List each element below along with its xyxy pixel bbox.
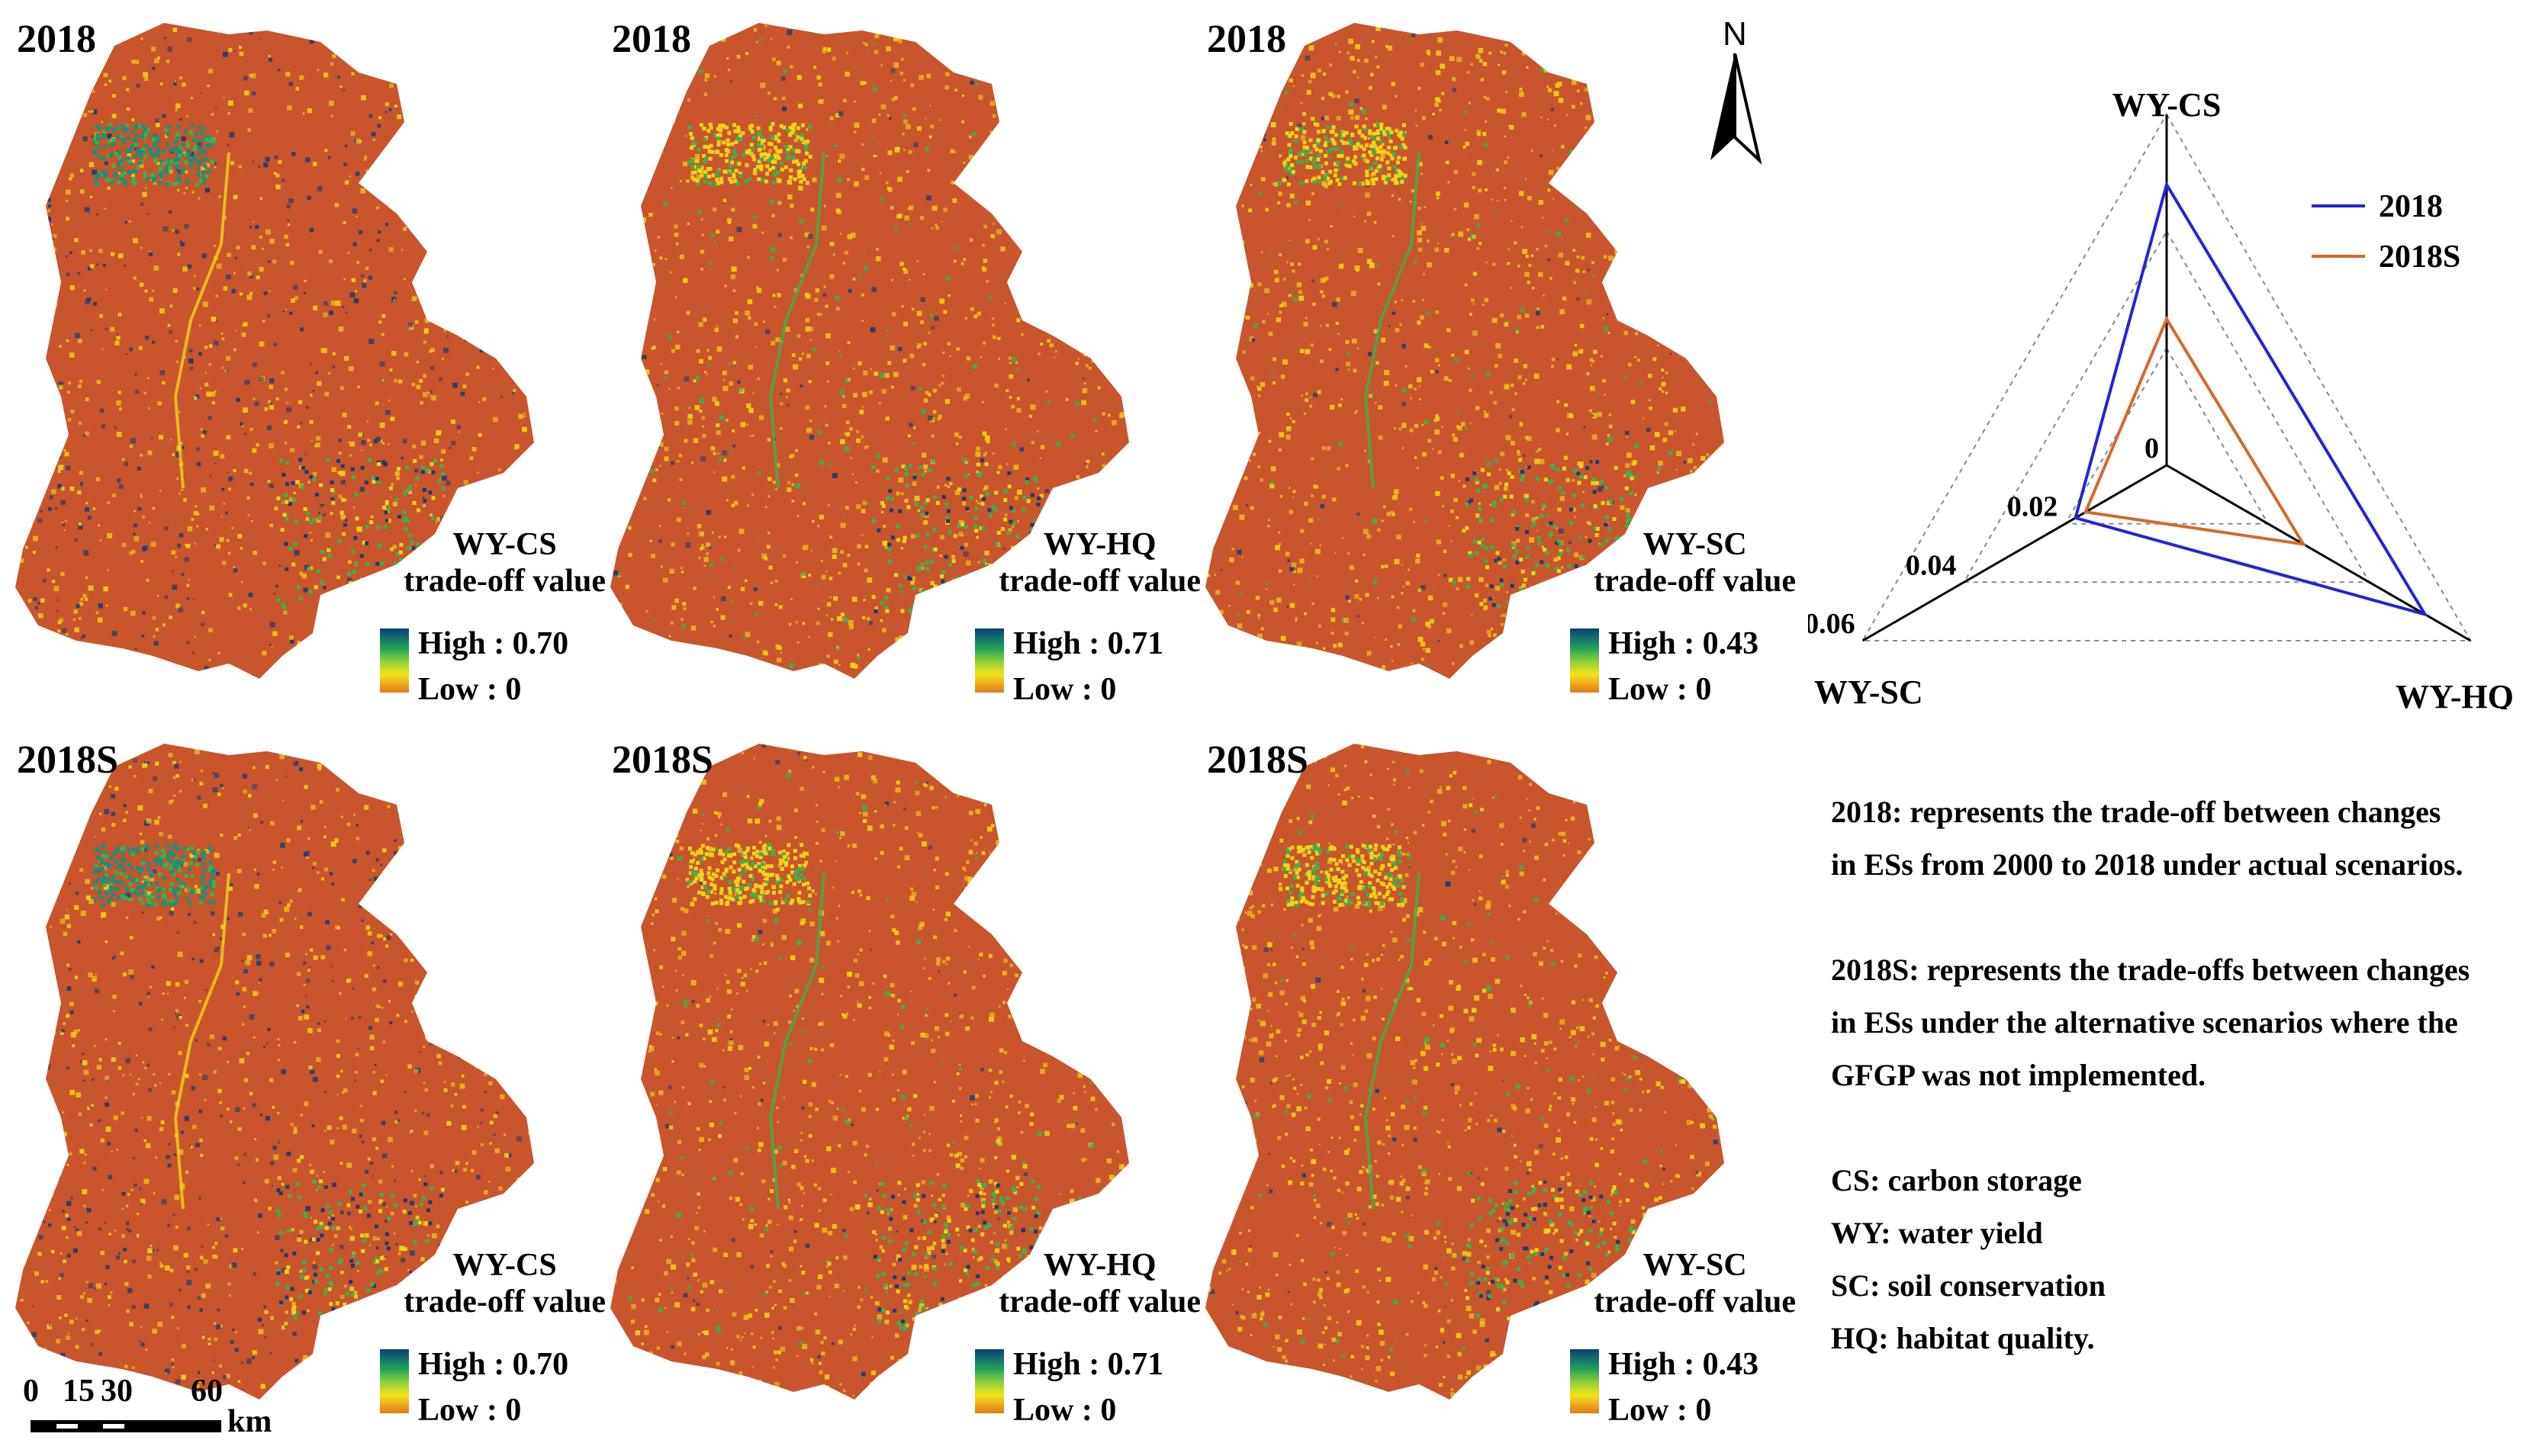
layer-title: WY-HQ trade-off value	[999, 1247, 1201, 1320]
scale-tick-label: 60	[191, 1374, 223, 1409]
panel-year-label: 2018S	[612, 738, 713, 782]
layer-title: WY-SC trade-off value	[1594, 1247, 1796, 1320]
layer-name: WY-HQ	[1043, 1248, 1157, 1283]
legend-high: High : 0.71	[1013, 626, 1164, 661]
legend-high: High : 0.70	[418, 626, 569, 661]
layer-subtitle: trade-off value	[999, 1284, 1201, 1319]
map-panel-2018-wy-sc: 2018 WY-SC trade-off value High : 0.43 L…	[1190, 0, 1796, 709]
radar-axis-label: WY-CS	[2112, 86, 2222, 124]
radar-series-2018S	[2083, 315, 2307, 547]
layer-name: WY-SC	[1643, 1248, 1747, 1283]
abbr-sc: SC: soil conservation	[1831, 1268, 2106, 1303]
color-ramp	[380, 1349, 409, 1413]
legend-low: Low : 0	[1013, 672, 1117, 707]
color-ramp	[1570, 1349, 1599, 1413]
radar-grid-ring	[1962, 230, 2371, 583]
legend-low: Low : 0	[1013, 1393, 1117, 1428]
radar-tick-label: 0.06	[1808, 608, 1855, 640]
radar-legend-label: 2018S	[2379, 239, 2460, 275]
layer-subtitle: trade-off value	[1594, 1284, 1796, 1319]
radar-axis-label: WY-HQ	[2395, 678, 2514, 709]
radar-grid-ring	[1861, 113, 2473, 641]
layer-name: WY-CS	[452, 1248, 557, 1283]
panel-year-label: 2018	[612, 18, 691, 61]
region-map	[610, 23, 1129, 679]
north-arrow-icon	[1710, 53, 1762, 165]
radar-tick-label: 0.04	[1906, 549, 1957, 581]
legend-high: High : 0.43	[1608, 626, 1759, 661]
map-panel-2018s-wy-hq: 2018S WY-HQ trade-off value High : 0.71 …	[595, 721, 1201, 1430]
layer-title: WY-HQ trade-off value	[999, 526, 1201, 599]
region-map	[15, 23, 534, 679]
radar-legend-label: 2018	[2379, 189, 2443, 224]
layer-name: WY-SC	[1643, 527, 1747, 562]
layer-subtitle: trade-off value	[404, 564, 606, 599]
abbr-wy: WY: water yield	[1831, 1216, 2043, 1250]
radar-tick-label: 0.02	[2007, 491, 2058, 523]
notes-block: 2018: represents the trade-off between c…	[1831, 786, 2469, 1364]
radar-series-2018	[2074, 180, 2428, 617]
legend-low: Low : 0	[418, 1393, 522, 1428]
region-map	[1205, 23, 1724, 679]
note-2018s-line3: GFGP was not implemented.	[1831, 1058, 2206, 1092]
scale-tick-label: 30	[101, 1374, 133, 1409]
layer-name: WY-HQ	[1043, 527, 1157, 562]
map-panel-2018s-wy-sc: 2018S WY-SC trade-off value High : 0.43 …	[1190, 721, 1796, 1430]
color-ramp	[975, 1349, 1004, 1413]
layer-title: WY-CS trade-off value	[404, 526, 606, 599]
layer-subtitle: trade-off value	[404, 1284, 606, 1319]
north-label: N	[1723, 15, 1747, 53]
region-map	[15, 744, 534, 1400]
layer-name: WY-CS	[452, 527, 557, 562]
radar-axis-label: WY-SC	[1814, 673, 1923, 709]
scale-tick-label: 15	[63, 1374, 95, 1409]
legend-low: Low : 0	[1608, 1393, 1712, 1428]
panel-year-label: 2018	[17, 18, 96, 61]
scale-tick-label: 0	[23, 1374, 39, 1409]
layer-subtitle: trade-off value	[999, 564, 1201, 599]
color-ramp	[1570, 628, 1599, 693]
abbr-hq: HQ: habitat quality.	[1831, 1321, 2095, 1355]
map-panel-2018-wy-hq: 2018 WY-HQ trade-off value High : 0.71 L…	[595, 0, 1201, 709]
note-2018-line2: in ESs from 2000 to 2018 under actual sc…	[1831, 847, 2463, 882]
note-2018s-line1: 2018S: represents the trade-offs between…	[1831, 953, 2470, 987]
legend-low: Low : 0	[418, 672, 522, 707]
region-map	[610, 744, 1129, 1400]
abbr-cs: CS: carbon storage	[1831, 1163, 2082, 1197]
scale-bar-graphic	[31, 1420, 221, 1432]
note-2018s-line2: in ESs under the alternative scenarios w…	[1831, 1005, 2458, 1040]
region-map	[1205, 744, 1724, 1400]
layer-subtitle: trade-off value	[1594, 564, 1796, 599]
layer-title: WY-SC trade-off value	[1594, 526, 1796, 599]
color-ramp	[975, 628, 1004, 693]
radar-tick-label: 0	[2145, 432, 2159, 464]
radar-chart: WY-CS WY-HQ WY-SC 0 0.02 0.04 0.06 2018 2018S	[1808, 86, 2514, 709]
map-panel-2018-wy-cs: 2018 WY-CS trade-off value High : 0.70 L…	[0, 0, 606, 709]
legend-high: High : 0.71	[1013, 1347, 1164, 1382]
color-ramp	[380, 628, 409, 693]
legend-high: High : 0.70	[418, 1347, 569, 1382]
legend-high: High : 0.43	[1608, 1347, 1759, 1382]
panel-year-label: 2018	[1207, 18, 1286, 61]
legend-low: Low : 0	[1608, 672, 1712, 707]
panel-year-label: 2018S	[1207, 738, 1308, 782]
note-2018-line1: 2018: represents the trade-off between c…	[1831, 795, 2441, 829]
scale-unit: km	[227, 1404, 272, 1439]
panel-year-label: 2018S	[17, 738, 118, 782]
map-panel-2018s-wy-cs: 2018S WY-CS trade-off value High : 0.70 …	[0, 721, 606, 1430]
radar-axis-line	[1861, 464, 2167, 642]
layer-title: WY-CS trade-off value	[404, 1247, 606, 1320]
